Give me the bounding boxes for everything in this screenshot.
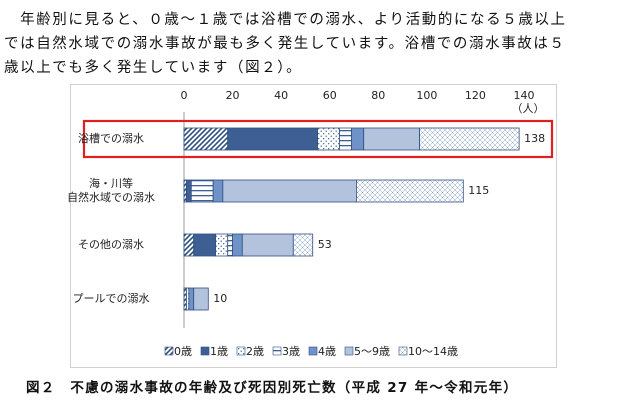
x-tick-label: 120 (465, 89, 486, 102)
bar-segment (188, 287, 195, 311)
bar-segment (190, 179, 214, 203)
figure-caption: 図２ 不慮の溺水事故の年齢及び死因別死亡数（平成 27 年～令和元年） (26, 380, 519, 396)
x-tick-label: 60 (323, 89, 337, 102)
legend-label: 1歳 (210, 345, 228, 358)
category-label: 浴槽での溺水 (78, 132, 144, 145)
legend-swatch (344, 346, 354, 356)
chart: 0 20 40 60 80 100 120 140（人） 138 115 53 10 0歳 1歳 2歳 3歳 4… (82, 89, 554, 358)
total-label: 10 (213, 292, 227, 305)
legend-swatch (236, 346, 246, 356)
bar-segment (186, 179, 192, 203)
bar-segment (232, 233, 243, 257)
bar-segment (241, 233, 294, 257)
bar-segment (222, 179, 357, 203)
bar-segment (215, 233, 229, 257)
bar-segment (339, 127, 352, 151)
legend-swatch (272, 346, 282, 356)
legend-swatch (308, 346, 318, 356)
x-tick-label: 100 (416, 89, 437, 102)
category-label: その他の溺水 (78, 238, 144, 251)
bar-segment (356, 179, 464, 203)
legend-label: 3歳 (282, 345, 300, 358)
paragraph-line: 年齢別に見ると、０歳～１歳では浴槽での溺水、より活動的になる５歳以上 (4, 12, 567, 28)
bar-segment (419, 127, 520, 151)
bar-segment (227, 233, 233, 257)
category-label: プールでの溺水 (72, 292, 150, 305)
total-label: 53 (318, 238, 332, 251)
legend-label: 5～9歳 (354, 345, 390, 358)
legend-swatch (398, 346, 408, 356)
bar-segment (193, 233, 216, 257)
total-label: 115 (468, 184, 489, 197)
x-tick-label: 20 (226, 89, 240, 102)
legend-swatch (200, 346, 210, 356)
legend-swatch (164, 346, 174, 356)
bar-segment (317, 127, 340, 151)
highlight-box (82, 119, 554, 159)
paragraph-line: 歳以上でも多く発生しています（図２）。 (4, 60, 303, 76)
paragraph-line: では自然水域での溺水事故が最も多く発生しています。浴槽での溺水事故は５ (4, 36, 566, 52)
x-tick-label: 140 (514, 89, 535, 102)
axis-unit: （人） (512, 102, 545, 115)
x-tick-label: 40 (274, 89, 288, 102)
bar-segment (212, 179, 224, 203)
x-tick-label: 80 (371, 89, 385, 102)
bar-segment (193, 287, 209, 311)
category-label: 海・川等 自然水域での溺水 (67, 177, 155, 204)
bar-segment (292, 233, 314, 257)
legend-label: 0歳 (174, 345, 192, 358)
legend-label: 10～14歳 (408, 345, 458, 358)
bar-segment (363, 127, 420, 151)
legend-label: 2歳 (246, 345, 264, 358)
bar-segment (183, 233, 195, 257)
x-tick-label: 0 (181, 89, 188, 102)
bar-segment (183, 127, 229, 151)
bar-segment (227, 127, 318, 151)
total-label: 138 (524, 132, 545, 145)
chart-frame (70, 84, 557, 368)
bar-segment (351, 127, 365, 151)
legend-label: 4歳 (318, 345, 336, 358)
